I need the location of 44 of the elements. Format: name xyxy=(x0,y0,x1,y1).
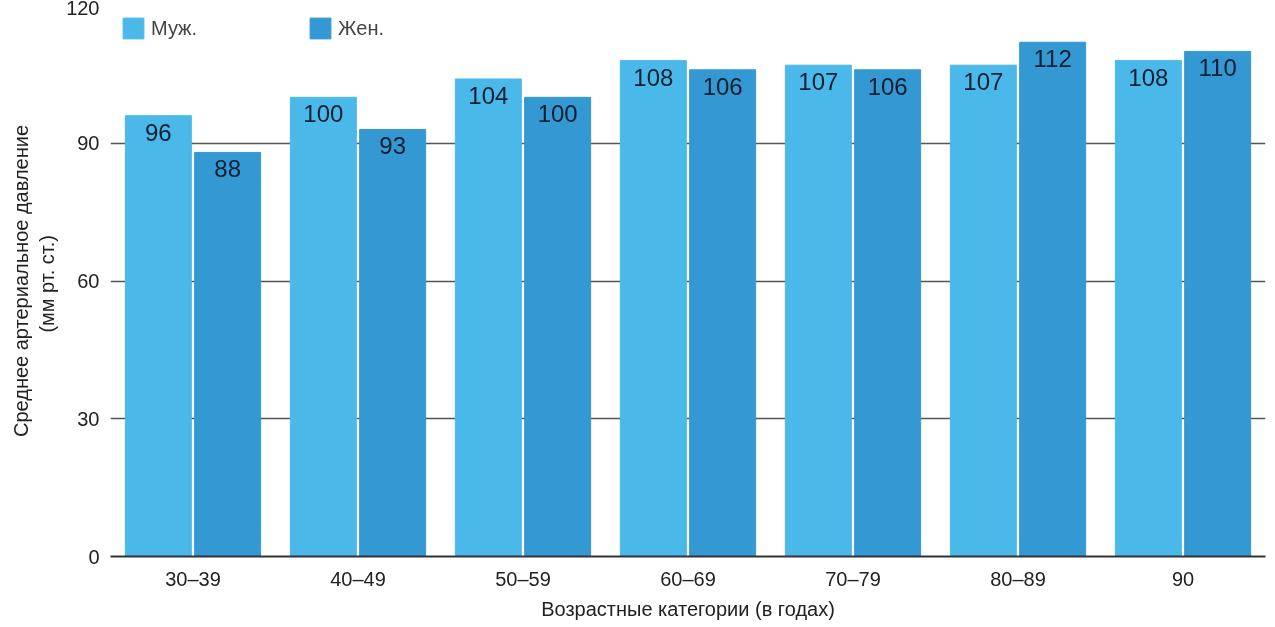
bar xyxy=(854,69,922,557)
x-tick-label: 40–49 xyxy=(330,567,386,590)
bar xyxy=(1184,50,1252,557)
data-label: 108 xyxy=(633,63,674,91)
y-tick-label: 90 xyxy=(77,132,100,155)
y-tick-label: 30 xyxy=(77,407,100,430)
x-tick-label: 70–79 xyxy=(825,567,881,590)
legend-label: Жен. xyxy=(338,16,384,40)
bar xyxy=(1019,41,1087,557)
x-tick-label: 50–59 xyxy=(495,567,551,590)
data-label: 107 xyxy=(798,68,839,96)
data-label: 100 xyxy=(537,100,578,128)
data-label: 112 xyxy=(1033,45,1072,73)
data-label: 106 xyxy=(702,72,743,100)
bar xyxy=(619,60,687,557)
bar xyxy=(289,96,357,557)
data-label: 88 xyxy=(214,155,242,183)
legend-label: Муж. xyxy=(151,16,198,40)
x-tick-label: 60–69 xyxy=(660,567,716,590)
bar xyxy=(949,64,1017,557)
data-label: 110 xyxy=(1198,54,1237,82)
y-tick-label: 120 xyxy=(66,0,100,19)
bar xyxy=(1114,60,1182,557)
x-tick-label: 30–39 xyxy=(165,567,221,590)
y-tick-label: 60 xyxy=(77,270,100,292)
x-axis-title: Возрастные категории (в годах) xyxy=(541,597,835,620)
x-tick-label: 80–89 xyxy=(990,567,1046,590)
bar xyxy=(359,128,427,557)
bar xyxy=(689,69,757,557)
data-label: 104 xyxy=(468,81,509,109)
bar xyxy=(124,115,192,557)
bar xyxy=(784,64,852,557)
data-label: 108 xyxy=(1128,63,1169,91)
y-tick-label: 0 xyxy=(88,545,100,568)
bar xyxy=(454,78,522,557)
x-tick-label: 90 xyxy=(1171,567,1195,590)
data-label: 100 xyxy=(303,100,344,128)
data-label: 93 xyxy=(379,132,407,160)
data-label: 106 xyxy=(867,72,908,100)
data-label: 107 xyxy=(963,68,1004,96)
y-axis-title: Среднее артериальное давление (мм рт. ст.) xyxy=(9,124,59,438)
data-label: 96 xyxy=(145,118,172,146)
bar xyxy=(194,151,262,557)
bar xyxy=(524,96,592,557)
